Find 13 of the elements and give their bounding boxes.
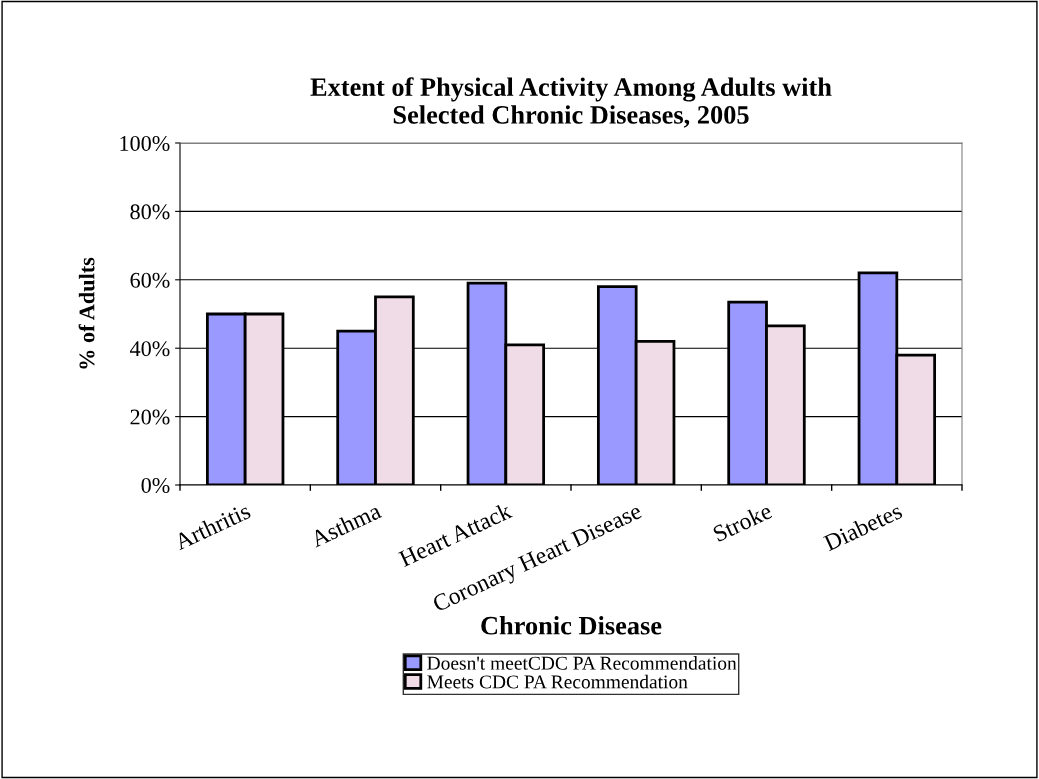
- y-tick-label: 100%: [120, 135, 170, 151]
- y-axis-title: % of Adults: [78, 257, 95, 369]
- y-tick-label: 0%: [141, 477, 170, 493]
- legend-label: Meets CDC PA Recommendation: [427, 674, 688, 689]
- chart-title: Extent of Physical Activity Among Adults with Selected Chronic Diseases, 2005: [310, 77, 832, 128]
- y-tick-label: 80%: [130, 204, 170, 220]
- x-tick-label: Stroke: [712, 502, 773, 543]
- legend-label: Doesn't meetCDC PA Recommendation: [427, 656, 737, 670]
- y-tick-label: 60%: [130, 272, 170, 288]
- y-tick-label: 40%: [129, 341, 170, 357]
- x-axis-title: Chronic Disease: [481, 616, 662, 635]
- x-tick-label: Asthma: [309, 501, 383, 548]
- y-tick-label: 20%: [130, 409, 170, 425]
